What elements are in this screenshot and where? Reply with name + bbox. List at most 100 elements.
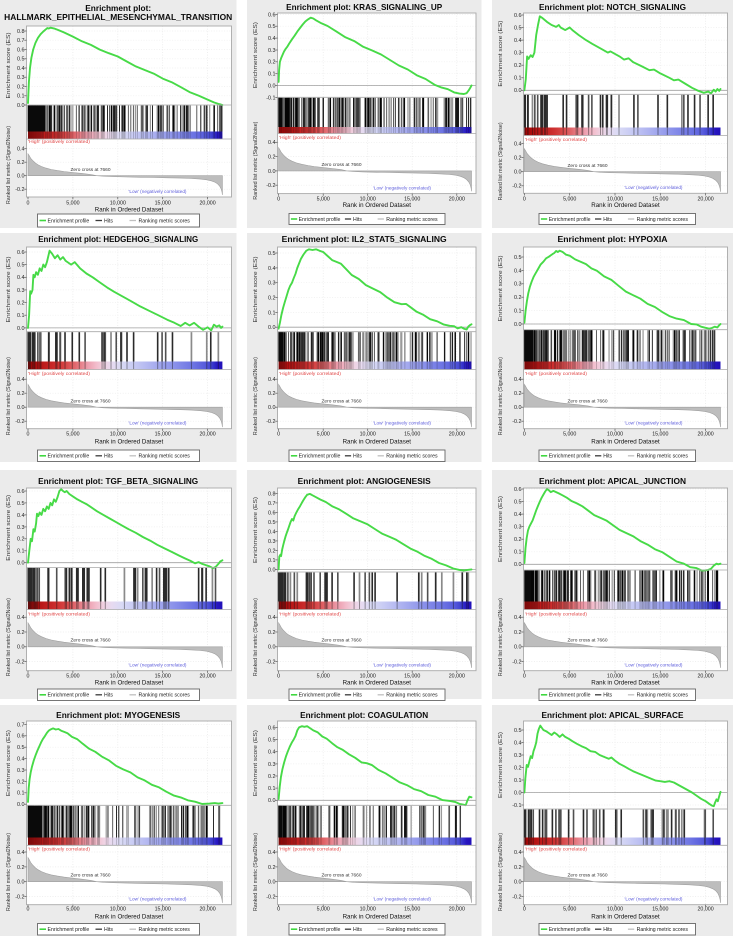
svg-text:0.0: 0.0 [268, 169, 276, 175]
svg-text:0.4: 0.4 [514, 512, 522, 518]
svg-text:0.5: 0.5 [268, 520, 276, 526]
svg-text:Enrichment score (ES): Enrichment score (ES) [253, 22, 259, 88]
svg-text:Enrichment score (ES): Enrichment score (ES) [6, 256, 12, 322]
svg-text:0.4: 0.4 [17, 513, 25, 519]
svg-text:15,000: 15,000 [155, 907, 171, 913]
svg-text:10,000: 10,000 [110, 907, 126, 913]
svg-text:Enrichment profile: Enrichment profile [299, 693, 341, 699]
svg-text:0.6: 0.6 [17, 47, 25, 53]
svg-text:Ranked list metric (Signal2Noi: Ranked list metric (Signal2Noise) [253, 833, 259, 911]
svg-text:Enrichment profile: Enrichment profile [48, 454, 90, 460]
svg-text:20,000: 20,000 [199, 907, 215, 913]
svg-text:0.4: 0.4 [17, 615, 25, 621]
svg-text:0.2: 0.2 [514, 865, 522, 871]
svg-text:0.0: 0.0 [17, 561, 25, 567]
svg-text:10,000: 10,000 [607, 197, 623, 203]
svg-text:15,000: 15,000 [652, 907, 668, 913]
svg-text:Ranked list metric (Signal2Noi: Ranked list metric (Signal2Noise) [6, 357, 12, 435]
svg-text:Hits: Hits [353, 217, 362, 223]
svg-text:0.6: 0.6 [514, 487, 522, 493]
svg-text:0.1: 0.1 [17, 791, 25, 797]
svg-text:Rank in Ordered Dataset: Rank in Ordered Dataset [95, 914, 164, 921]
svg-text:0: 0 [277, 674, 280, 680]
svg-text:0: 0 [523, 907, 526, 913]
svg-text:Enrichment plot: NOTCH_SIGNALI: Enrichment plot: NOTCH_SIGNALING [539, 3, 686, 12]
svg-text:Hits: Hits [603, 693, 612, 699]
svg-text:0: 0 [27, 907, 30, 913]
svg-text:Rank in Ordered Dataset: Rank in Ordered Dataset [591, 202, 660, 209]
svg-text:0.0: 0.0 [17, 880, 25, 886]
svg-text:Enrichment plot: MYOGENESIS: Enrichment plot: MYOGENESIS [56, 711, 181, 720]
svg-text:'Low' (negatively correlated): 'Low' (negatively correlated) [129, 189, 187, 194]
svg-text:'High' (positively correlated): 'High' (positively correlated) [525, 137, 587, 142]
svg-text:Zero cross at 7660: Zero cross at 7660 [71, 873, 111, 879]
svg-text:0.4: 0.4 [17, 275, 25, 281]
svg-text:Rank in Ordered Dataset: Rank in Ordered Dataset [95, 679, 164, 686]
svg-text:HALLMARK_EPITHELIAL_MESENCHYMA: HALLMARK_EPITHELIAL_MESENCHYMAL_TRANSITI… [4, 12, 232, 22]
svg-text:Ranking metric scores: Ranking metric scores [139, 454, 191, 460]
svg-text:Enrichment profile: Enrichment profile [299, 927, 341, 933]
svg-text:'High' (positively correlated): 'High' (positively correlated) [28, 371, 90, 376]
svg-text:Enrichment plot: TGF_BETA_SIGN: Enrichment plot: TGF_BETA_SIGNALING [38, 477, 198, 486]
svg-text:Hits: Hits [353, 927, 362, 933]
svg-text:Zero cross at 7660: Zero cross at 7660 [71, 398, 111, 404]
svg-text:15,000: 15,000 [404, 432, 420, 438]
svg-text:-0.2: -0.2 [266, 419, 275, 425]
svg-text:Hits: Hits [603, 927, 612, 933]
svg-text:0: 0 [277, 907, 280, 913]
svg-text:0.0: 0.0 [17, 645, 25, 651]
svg-text:10,000: 10,000 [360, 674, 376, 680]
svg-text:-0.2: -0.2 [15, 660, 24, 666]
svg-text:0.8: 0.8 [17, 29, 25, 35]
svg-text:0.4: 0.4 [17, 377, 25, 383]
svg-text:0.2: 0.2 [17, 537, 25, 543]
svg-text:0.0: 0.0 [17, 405, 25, 411]
svg-text:0.0: 0.0 [268, 880, 276, 886]
svg-text:0.3: 0.3 [514, 525, 522, 531]
svg-text:'High' (positively correlated): 'High' (positively correlated) [525, 847, 587, 852]
svg-text:10,000: 10,000 [607, 432, 623, 438]
svg-text:0.8: 0.8 [268, 491, 276, 497]
svg-text:0.2: 0.2 [17, 301, 25, 307]
svg-text:0.0: 0.0 [268, 567, 276, 573]
svg-text:0: 0 [27, 200, 30, 206]
svg-text:20,000: 20,000 [697, 197, 713, 203]
svg-text:Zero cross at 7660: Zero cross at 7660 [568, 873, 608, 879]
svg-text:0.2: 0.2 [514, 537, 522, 543]
svg-text:Enrichment score (ES): Enrichment score (ES) [498, 732, 504, 798]
svg-text:Rank in Ordered Dataset: Rank in Ordered Dataset [343, 679, 412, 686]
svg-text:Enrichment score (ES): Enrichment score (ES) [6, 730, 12, 796]
svg-text:Enrichment score (ES): Enrichment score (ES) [6, 32, 12, 98]
svg-text:'Low' (negatively correlated): 'Low' (negatively correlated) [373, 421, 431, 426]
svg-text:20,000: 20,000 [449, 674, 465, 680]
svg-text:'Low' (negatively correlated): 'Low' (negatively correlated) [373, 663, 431, 668]
svg-text:0.6: 0.6 [268, 510, 276, 516]
svg-text:Ranked list metric (Signal2Noi: Ranked list metric (Signal2Noise) [6, 833, 12, 911]
svg-text:0.3: 0.3 [268, 762, 276, 768]
svg-text:Ranking metric scores: Ranking metric scores [386, 927, 438, 933]
svg-text:'High' (positively correlated): 'High' (positively correlated) [525, 371, 587, 376]
svg-text:0.2: 0.2 [17, 84, 25, 90]
svg-text:'High' (positively correlated): 'High' (positively correlated) [28, 139, 90, 144]
svg-text:0.3: 0.3 [17, 525, 25, 531]
svg-text:0.4: 0.4 [268, 615, 276, 621]
svg-text:Enrichment profile: Enrichment profile [299, 217, 341, 223]
svg-text:0.4: 0.4 [268, 750, 276, 756]
svg-text:'Low' (negatively correlated): 'Low' (negatively correlated) [625, 421, 683, 426]
svg-text:Ranked list metric (Signal2Noi: Ranked list metric (Signal2Noise) [498, 122, 504, 200]
svg-text:0.3: 0.3 [17, 768, 25, 774]
svg-text:Enrichment profile: Enrichment profile [299, 454, 341, 460]
svg-text:Ranked list metric (Signal2Noi: Ranked list metric (Signal2Noise) [498, 833, 504, 911]
svg-text:15,000: 15,000 [155, 674, 171, 680]
svg-text:Enrichment profile: Enrichment profile [549, 217, 591, 223]
svg-text:5,000: 5,000 [317, 197, 330, 203]
svg-text:0.4: 0.4 [514, 850, 522, 856]
svg-text:Ranked list metric (Signal2Noi: Ranked list metric (Signal2Noise) [253, 121, 259, 199]
svg-text:5,000: 5,000 [563, 197, 576, 203]
svg-text:-0.2: -0.2 [15, 894, 24, 900]
svg-text:'High' (positively correlated): 'High' (positively correlated) [279, 611, 341, 616]
svg-text:Enrichment plot: APICAL_SURFAC: Enrichment plot: APICAL_SURFACE [542, 711, 685, 720]
svg-text:-0.2: -0.2 [512, 184, 521, 190]
svg-text:Rank in Ordered Dataset: Rank in Ordered Dataset [591, 439, 660, 446]
svg-text:Enrichment plot: APICAL_JUNCTI: Enrichment plot: APICAL_JUNCTION [539, 477, 686, 486]
